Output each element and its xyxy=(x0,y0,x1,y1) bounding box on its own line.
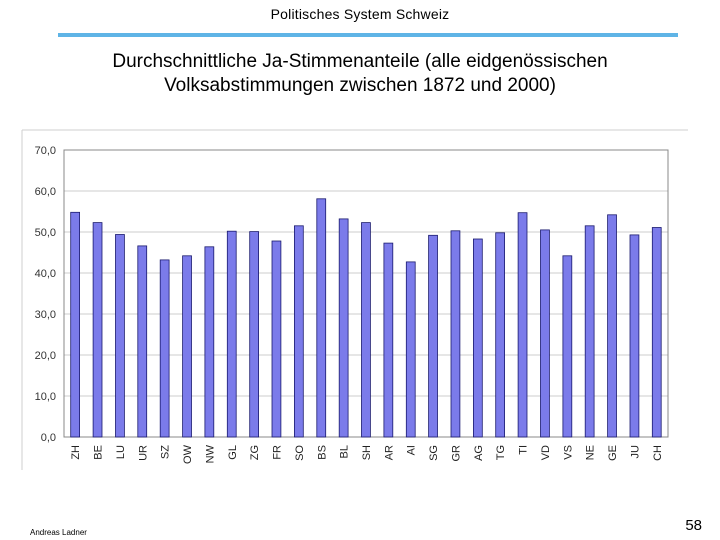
x-tick-label: SZ xyxy=(160,445,172,459)
header-rule xyxy=(58,33,678,37)
bar-vd xyxy=(540,229,550,438)
x-tick-label: ZG xyxy=(249,445,261,460)
x-tick-label: AI xyxy=(406,445,418,455)
x-tick-label: UR xyxy=(137,445,149,461)
y-tick-label: 0,0 xyxy=(41,432,56,444)
bar-nw xyxy=(204,246,215,438)
x-tick-label: SH xyxy=(361,445,373,460)
x-tick-label: GE xyxy=(607,445,619,461)
x-tick-label: BL xyxy=(339,445,351,458)
page-number: 58 xyxy=(685,517,702,534)
y-tick-label: 50,0 xyxy=(35,227,56,239)
slide-title: Durchschnittliche Ja-Stimmenanteile (all… xyxy=(60,50,660,98)
x-tick-label: SO xyxy=(294,445,306,461)
bar-so xyxy=(293,225,304,438)
bar-ju xyxy=(629,234,640,438)
x-tick-label: FR xyxy=(272,445,284,460)
bar-sz xyxy=(159,259,170,438)
bar-fr xyxy=(271,240,282,438)
x-tick-label: NW xyxy=(204,444,216,463)
x-tick-label: SG xyxy=(428,445,440,461)
x-tick-label: BS xyxy=(316,445,328,460)
y-tick-label: 10,0 xyxy=(35,391,56,403)
x-tick-label: VS xyxy=(562,445,574,460)
y-tick-label: 70,0 xyxy=(35,145,56,157)
x-tick-label: TG xyxy=(495,445,507,460)
bar-bl xyxy=(338,218,349,438)
x-tick-label: OW xyxy=(182,444,194,464)
bar-zg xyxy=(249,231,259,438)
x-tick-label: AR xyxy=(383,445,395,460)
bar-vs xyxy=(562,255,573,438)
bar-ti xyxy=(517,212,528,438)
x-tick-label: ZH xyxy=(70,445,82,460)
bar-ur xyxy=(137,245,148,438)
bar-tg xyxy=(495,232,506,438)
bar-ag xyxy=(472,238,483,438)
header-title: Politisches System Schweiz xyxy=(270,6,450,22)
x-tick-label: NE xyxy=(585,445,597,460)
bar-ge xyxy=(607,214,617,438)
x-tick-label: AG xyxy=(473,445,485,461)
x-tick-label: BE xyxy=(93,445,105,460)
bar-sg xyxy=(428,234,438,438)
y-tick-label: 20,0 xyxy=(35,350,56,362)
bar-sh xyxy=(361,222,371,438)
bar-zh xyxy=(70,211,80,438)
x-tick-label: JU xyxy=(629,445,641,459)
bar-ne xyxy=(584,225,595,438)
bar-ai xyxy=(405,261,416,438)
bar-ch xyxy=(651,227,662,438)
slide-title-line-1: Durchschnittliche Ja-Stimmenanteile (all… xyxy=(112,51,608,72)
y-tick-label: 60,0 xyxy=(35,186,56,198)
x-tick-label: LU xyxy=(115,445,127,459)
bar-gl xyxy=(226,230,237,438)
bar-bs xyxy=(316,198,327,438)
bar-gr xyxy=(450,230,461,438)
x-tick-label: CH xyxy=(652,445,664,461)
y-tick-label: 30,0 xyxy=(35,309,56,321)
y-tick-label: 40,0 xyxy=(35,268,56,280)
x-tick-label: GL xyxy=(227,445,239,460)
bar-ow xyxy=(182,255,192,438)
bar-ar xyxy=(383,242,394,438)
x-tick-label: VD xyxy=(540,445,552,460)
bar-lu xyxy=(115,234,125,438)
x-tick-label: TI xyxy=(518,445,530,455)
bar-be xyxy=(92,222,103,438)
footer-author: Andreas Ladner xyxy=(30,528,87,537)
slide-title-line-2: Volksabstimmungen zwischen 1872 und 2000… xyxy=(164,75,556,96)
x-tick-label: GR xyxy=(451,445,463,462)
